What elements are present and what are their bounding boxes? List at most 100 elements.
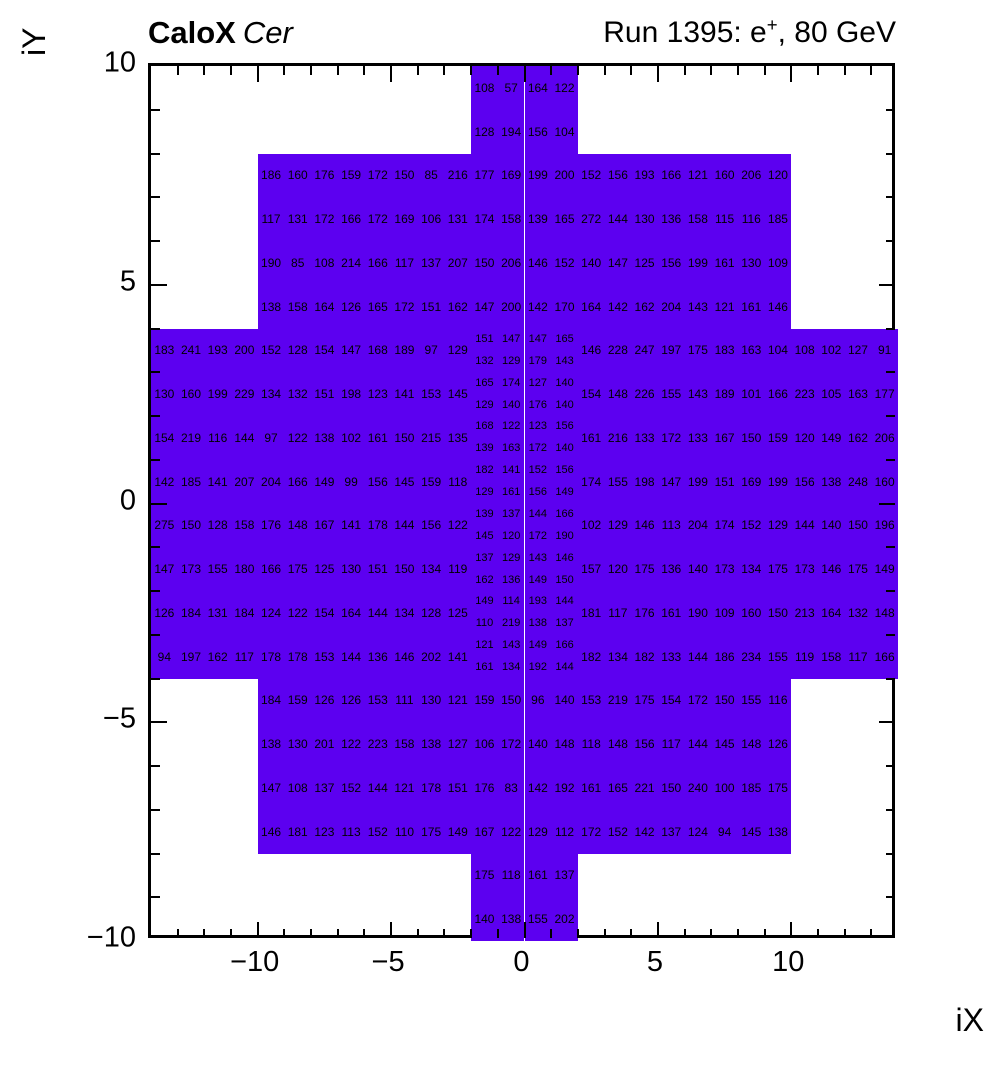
heatmap-cell: 158	[231, 503, 258, 548]
cell-value: 204	[661, 299, 682, 314]
heatmap-cell: 172	[391, 284, 418, 329]
x-axis-minor-tick	[603, 66, 606, 75]
x-axis-minor-tick	[870, 66, 873, 75]
heatmap-cell: 199	[684, 459, 712, 504]
cell-value: 117	[394, 255, 414, 270]
heatmap-cell: 113	[657, 503, 685, 548]
heatmap-cell: 140	[497, 394, 525, 416]
cell-value: 122	[287, 430, 308, 445]
heatmap-cell: 146	[764, 284, 792, 329]
cell-value: 199	[687, 255, 708, 270]
cell-value: 110	[394, 824, 414, 839]
cell-value: 140	[687, 562, 708, 577]
heatmap-cell: 156	[551, 459, 578, 482]
heatmap-cell: 130	[737, 241, 765, 285]
cell-value: 128	[421, 605, 442, 620]
heatmap-cell: 175	[764, 766, 792, 810]
heatmap-cell: 167	[711, 416, 738, 460]
cell-value: 198	[634, 474, 655, 489]
cell-value: 147	[501, 332, 521, 345]
y-axis-minor-tick	[886, 371, 895, 374]
y-axis-minor-tick	[151, 765, 160, 767]
heatmap-cell: 110	[391, 809, 418, 854]
cell-value: 161	[581, 430, 602, 445]
cell-value: 158	[501, 212, 522, 227]
cell-value: 219	[180, 430, 202, 445]
cell-value: 130	[634, 212, 655, 227]
heatmap-cell: 144	[791, 503, 818, 548]
x-axis-minor-tick	[416, 66, 419, 75]
cell-value: 145	[447, 387, 468, 402]
heatmap-cell: 184	[257, 678, 285, 723]
x-axis-major-tick	[523, 922, 526, 938]
heatmap-cell: 141	[204, 459, 232, 504]
heatmap-cell: 160	[871, 459, 898, 504]
y-axis-tick-label: 0	[119, 484, 136, 516]
heatmap-cell: 91	[871, 328, 898, 373]
cell-value: 155	[607, 474, 628, 489]
cell-value: 146	[394, 649, 415, 664]
cell-value: 120	[607, 562, 628, 577]
heatmap-cell: 241	[177, 328, 205, 373]
heatmap-cell: 156	[551, 416, 578, 438]
cell-value: 193	[207, 343, 228, 358]
cell-value: 132	[287, 387, 308, 402]
cell-value: 175	[634, 562, 655, 577]
heatmap-cell: 131	[444, 197, 472, 241]
cell-value: 106	[474, 737, 495, 752]
x-axis-minor-tick	[630, 929, 633, 938]
cell-value: 165	[554, 212, 575, 227]
heatmap-cell: 126	[151, 591, 178, 635]
cell-value: 109	[714, 605, 735, 620]
heatmap-cell: 118	[577, 722, 605, 766]
cell-value: 144	[367, 780, 388, 795]
y-axis-major-tick	[151, 502, 167, 505]
cell-value: 173	[180, 562, 202, 577]
x-axis-minor-tick	[310, 929, 313, 938]
cell-value: 175	[847, 562, 868, 577]
heatmap-cell: 137	[551, 853, 578, 898]
cell-value: 140	[554, 693, 575, 708]
heatmap-cell: 148	[551, 722, 578, 766]
heatmap-cell: 172	[497, 722, 525, 766]
cell-value: 162	[634, 299, 655, 314]
cell-value: 108	[287, 780, 308, 795]
heatmap-cell: 178	[364, 503, 392, 548]
cell-value: 122	[447, 518, 468, 533]
heatmap-cell: 175	[417, 809, 445, 854]
y-axis-major-tick	[879, 283, 895, 286]
heatmap-cell: 164	[311, 284, 338, 329]
cell-value: 125	[314, 562, 335, 577]
cell-value: 129	[527, 824, 548, 839]
heatmap-cell: 190	[551, 525, 578, 548]
cell-value: 174	[501, 376, 521, 389]
y-axis-minor-tick	[151, 633, 160, 636]
heatmap-cell: 121	[444, 678, 472, 723]
cell-value: 204	[261, 474, 282, 489]
cell-value: 151	[447, 780, 468, 795]
heatmap-cell: 146	[257, 809, 285, 854]
heatmap-cell: 213	[791, 591, 818, 635]
cell-value: 100	[714, 780, 735, 795]
cell-value: 117	[848, 649, 868, 664]
heatmap-cell: 128	[417, 591, 445, 635]
cell-value: 153	[581, 693, 602, 708]
heatmap-cell: 138	[497, 897, 525, 941]
cell-value: 129	[501, 354, 521, 367]
heatmap-cell: 150	[657, 766, 685, 810]
cell-value: 166	[261, 562, 282, 577]
heatmap-cell: 99	[337, 459, 365, 504]
heatmap-cell: 122	[284, 591, 312, 635]
cell-value: 240	[687, 780, 708, 795]
cell-value: 200	[234, 343, 255, 358]
heatmap-cell: 104	[551, 109, 578, 154]
cell-value: 164	[527, 80, 548, 95]
y-axis-minor-tick	[151, 590, 160, 592]
cell-value: 223	[367, 737, 388, 752]
heatmap-cell: 186	[257, 153, 285, 198]
heatmap-cell: 140	[551, 394, 578, 416]
x-axis-major-tick	[790, 922, 793, 938]
heatmap-cell: 193	[204, 328, 232, 373]
cell-value: 161	[527, 868, 548, 883]
cell-value: 173	[714, 562, 735, 577]
